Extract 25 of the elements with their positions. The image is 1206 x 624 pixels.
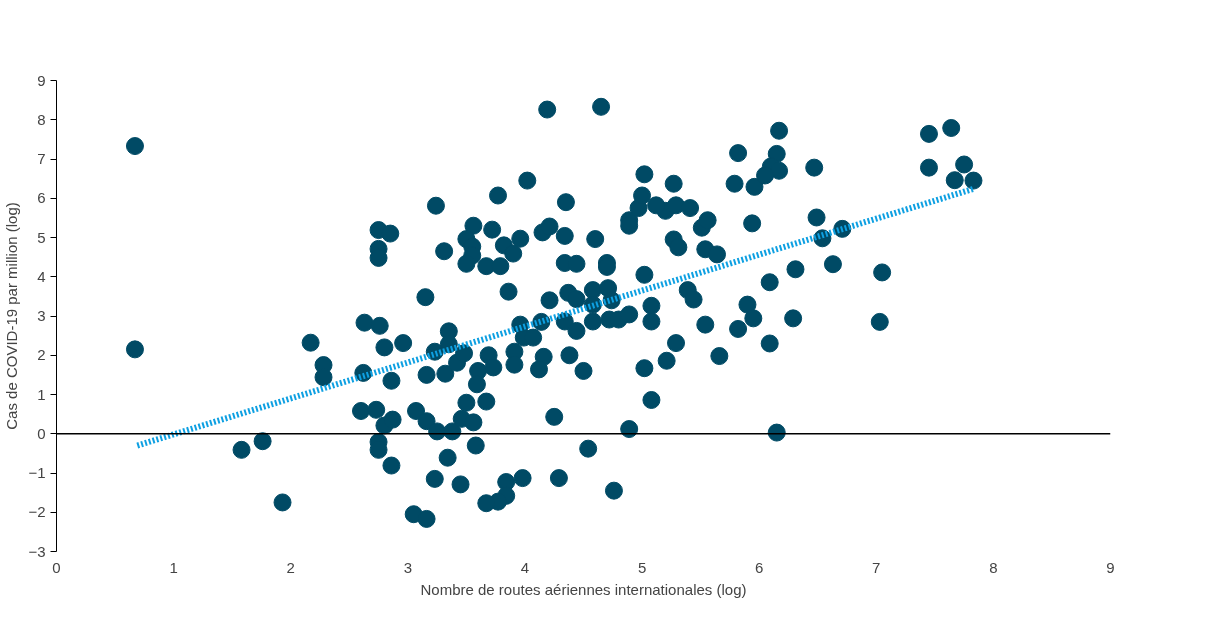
x-tick-label: 6 — [755, 558, 764, 576]
x-axis-title: Nombre de routes aériennes internationales (log) — [420, 580, 747, 598]
y-tick-label: 3 — [37, 307, 46, 324]
x-tick-label: 4 — [520, 558, 530, 576]
y-tick-label: 7 — [37, 150, 46, 167]
x-tick-label: 5 — [637, 558, 647, 576]
y-tick-label: 2 — [37, 346, 46, 364]
y-tick-label: 6 — [37, 189, 46, 207]
y-axis-title: Cas de COVID-19 par million (log) — [3, 202, 21, 430]
x-tick-label: 2 — [286, 558, 295, 576]
y-tick-label: 5 — [37, 228, 46, 246]
y-tick-label: 9 — [37, 71, 46, 89]
x-tick-label: 0 — [52, 558, 61, 576]
y-tick-label: −1 — [28, 464, 46, 481]
y-tick-label: −3 — [28, 542, 46, 560]
y-tick-label: 0 — [37, 424, 46, 442]
y-tick-label: 8 — [37, 110, 46, 128]
y-tick-label: 4 — [37, 267, 46, 285]
y-tick-label: −2 — [28, 503, 46, 521]
y-tick-label: 1 — [37, 385, 46, 403]
x-tick-label: 7 — [872, 558, 881, 576]
x-tick-label: 1 — [169, 558, 178, 576]
x-tick-label: 9 — [1106, 558, 1115, 576]
x-tick-label: 3 — [403, 558, 413, 576]
x-tick-label: 8 — [989, 558, 998, 576]
